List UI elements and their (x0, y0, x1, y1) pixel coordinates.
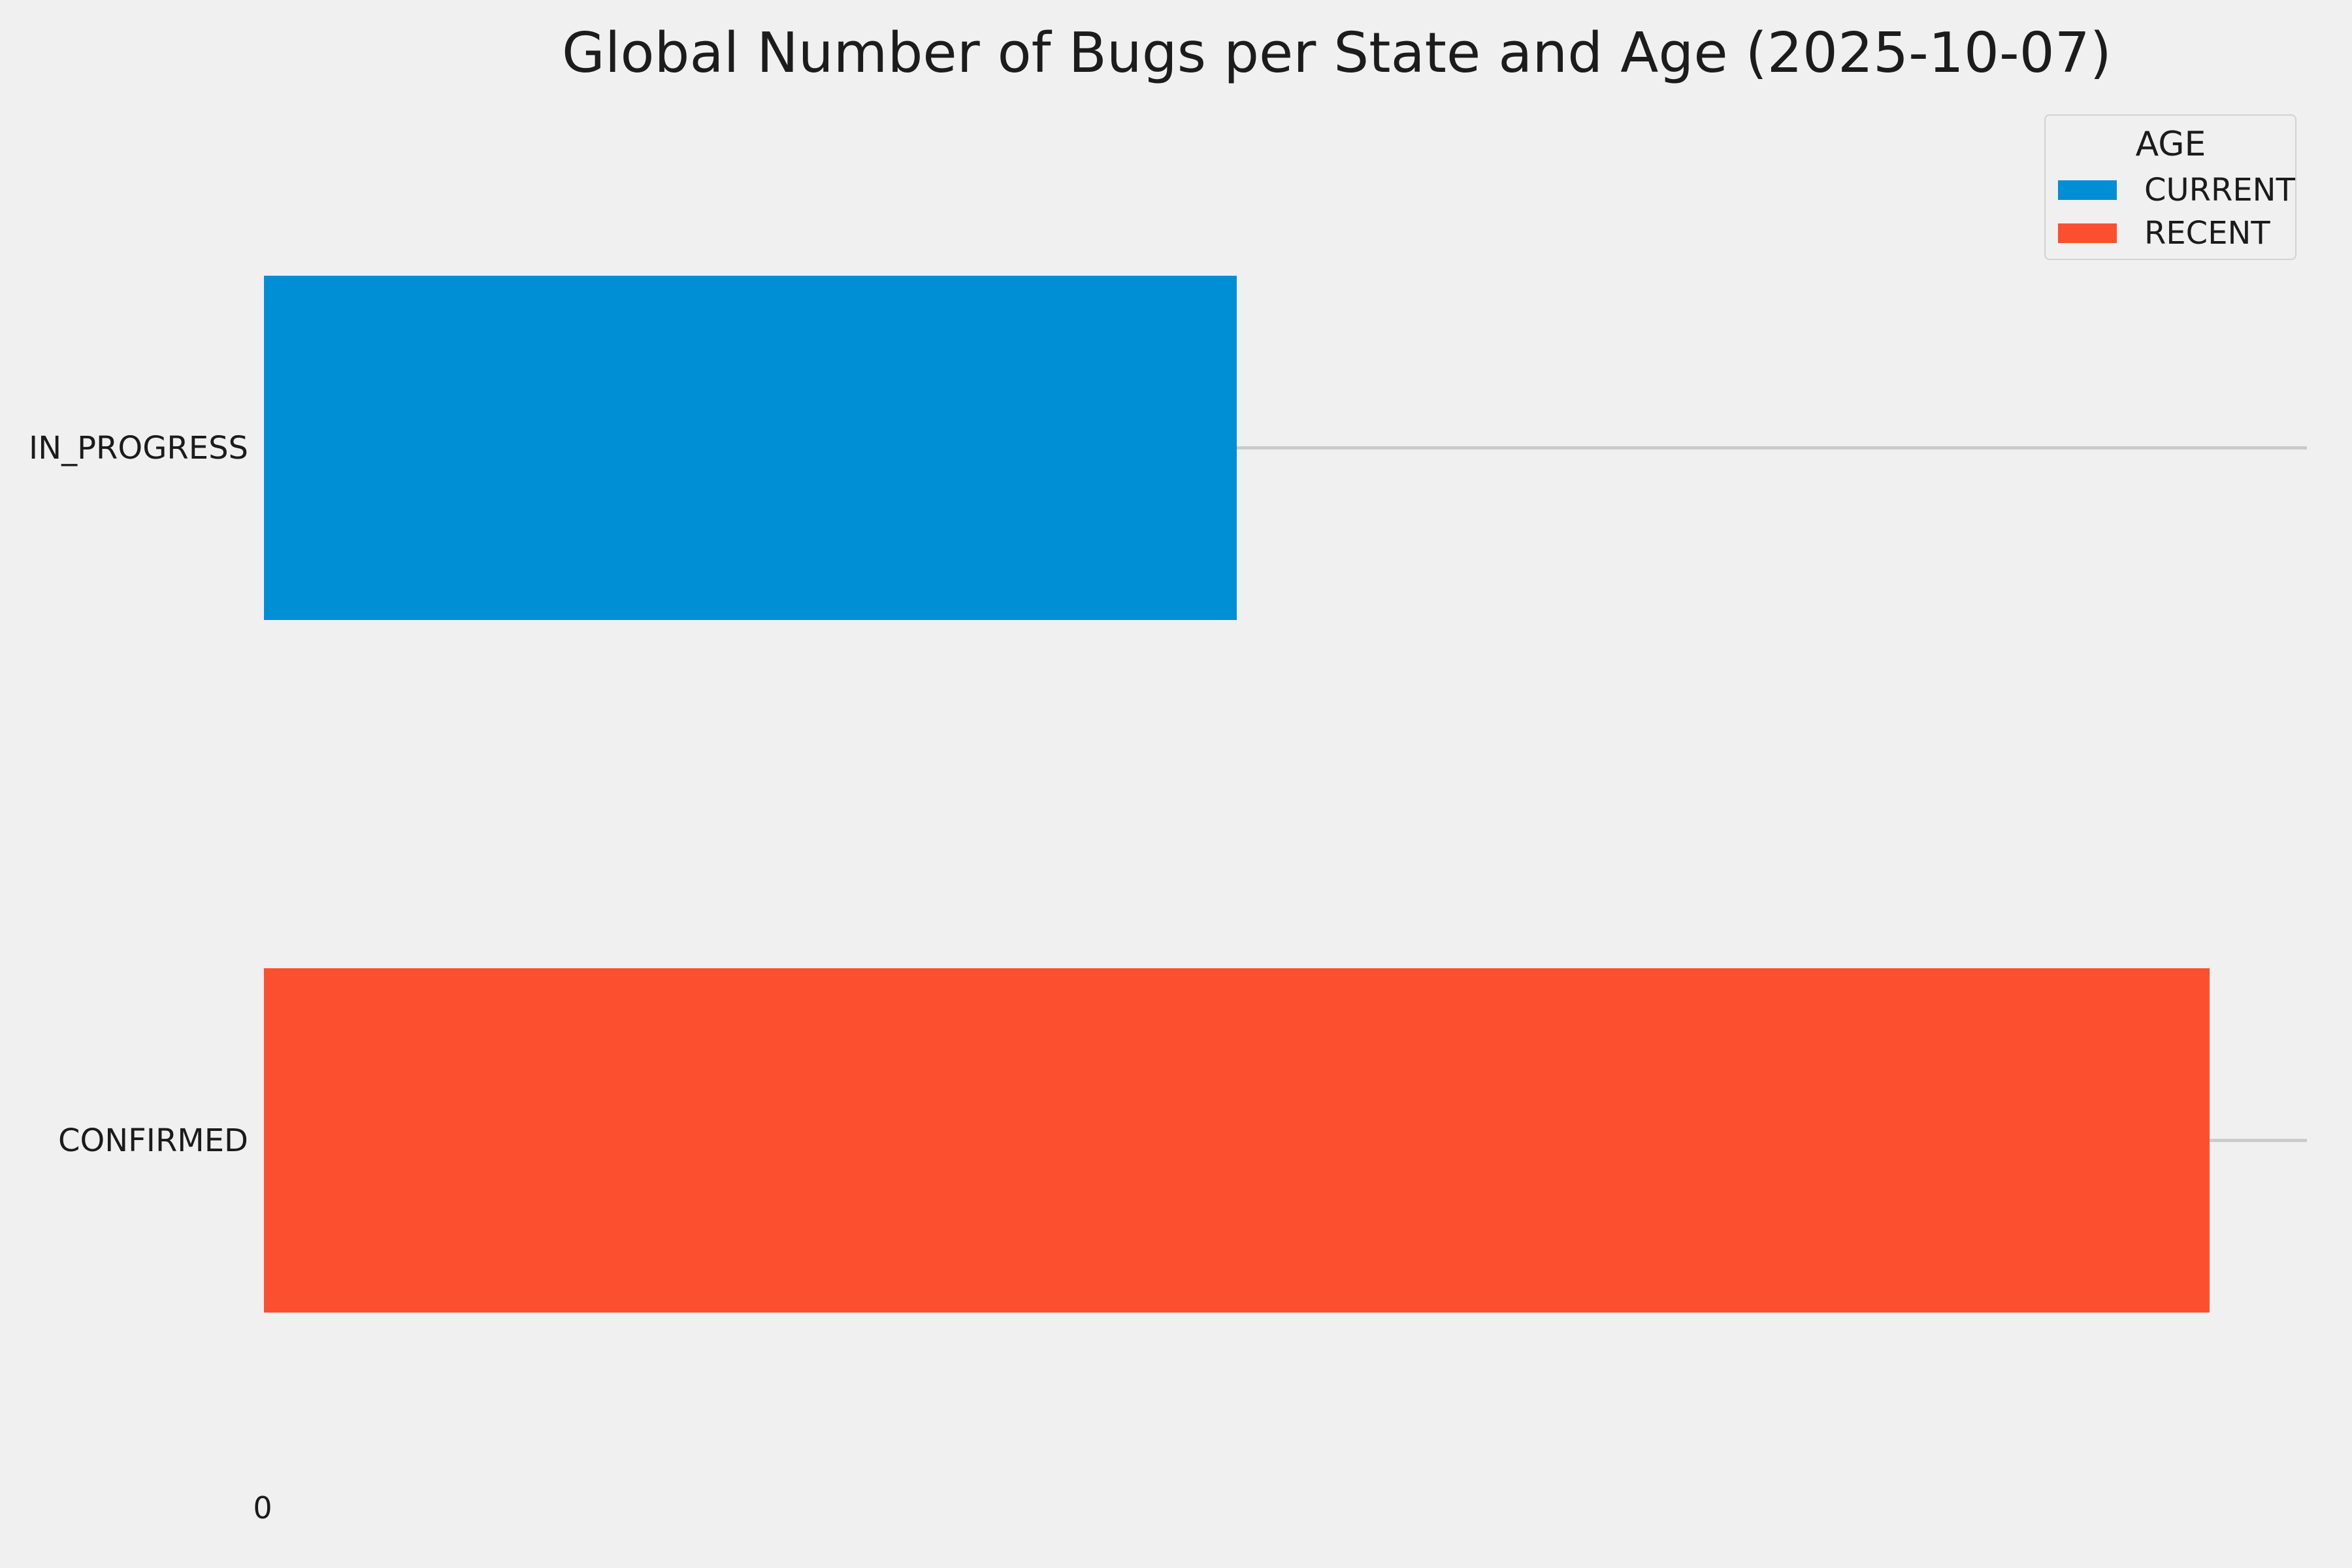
ytick-label-confirmed: CONFIRMED (57, 1122, 248, 1159)
plot-area (264, 98, 2307, 1467)
gridline-in-progress (264, 446, 2307, 449)
legend-swatch-recent-icon (2058, 223, 2117, 243)
ytick-label-in-progress: IN_PROGRESS (29, 430, 248, 466)
xtick-label-zero: 0 (253, 1490, 272, 1526)
legend-swatch-current-icon (2058, 180, 2117, 200)
legend-title: AGE (2135, 125, 2206, 164)
chart-title: Global Number of Bugs per State and Age … (562, 21, 2112, 86)
legend-row-current: CURRENT (2058, 173, 2295, 207)
bar-confirmed-recent (264, 968, 2210, 1313)
legend-label-recent: RECENT (2144, 215, 2270, 252)
bar-in-progress-current (264, 276, 1237, 620)
legend-row-recent: RECENT (2058, 216, 2283, 250)
legend-label-current: CURRENT (2144, 172, 2295, 208)
legend: AGE CURRENT RECENT (2044, 114, 2296, 260)
